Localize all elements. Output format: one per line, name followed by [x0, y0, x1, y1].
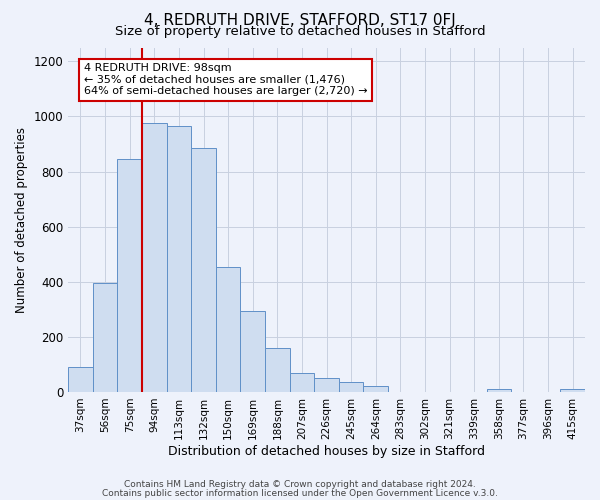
- Text: Size of property relative to detached houses in Stafford: Size of property relative to detached ho…: [115, 25, 485, 38]
- Text: Contains public sector information licensed under the Open Government Licence v.: Contains public sector information licen…: [102, 488, 498, 498]
- Bar: [68, 367, 93, 392]
- Bar: [142, 124, 167, 392]
- Bar: [118, 159, 142, 392]
- Bar: [314, 378, 339, 392]
- Bar: [487, 389, 511, 392]
- Bar: [167, 126, 191, 392]
- Bar: [560, 389, 585, 392]
- Bar: [290, 372, 314, 392]
- Y-axis label: Number of detached properties: Number of detached properties: [15, 126, 28, 312]
- Bar: [191, 148, 216, 392]
- Bar: [216, 266, 241, 392]
- Text: 4, REDRUTH DRIVE, STAFFORD, ST17 0FJ: 4, REDRUTH DRIVE, STAFFORD, ST17 0FJ: [144, 12, 456, 28]
- Bar: [265, 348, 290, 392]
- Bar: [241, 310, 265, 392]
- Bar: [93, 283, 118, 392]
- Text: Contains HM Land Registry data © Crown copyright and database right 2024.: Contains HM Land Registry data © Crown c…: [124, 480, 476, 489]
- Text: 4 REDRUTH DRIVE: 98sqm
← 35% of detached houses are smaller (1,476)
64% of semi-: 4 REDRUTH DRIVE: 98sqm ← 35% of detached…: [83, 63, 367, 96]
- X-axis label: Distribution of detached houses by size in Stafford: Distribution of detached houses by size …: [168, 444, 485, 458]
- Bar: [364, 386, 388, 392]
- Bar: [339, 382, 364, 392]
